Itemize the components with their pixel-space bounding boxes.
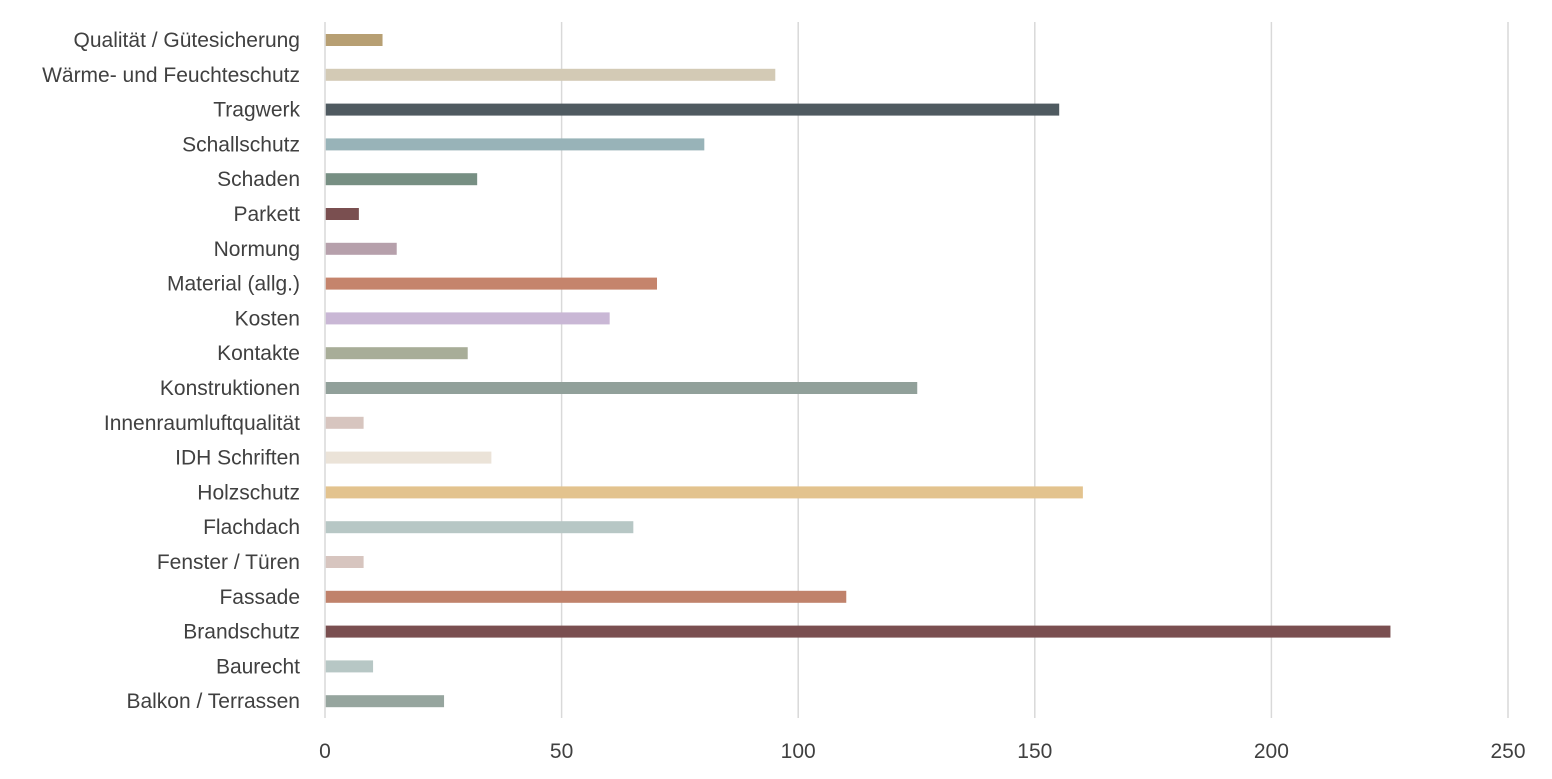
category-label: Schallschutz — [182, 133, 300, 156]
bar — [325, 695, 445, 708]
x-tick-label: 150 — [1017, 740, 1052, 763]
category-label: Qualität / Gütesicherung — [74, 29, 300, 52]
bar — [325, 451, 492, 464]
x-tick-label: 50 — [550, 740, 573, 763]
bars — [325, 34, 1391, 708]
bar — [325, 416, 364, 429]
bar — [325, 521, 634, 534]
category-label: Material (allg.) — [167, 273, 300, 296]
bar — [325, 312, 610, 325]
category-label: Brandschutz — [183, 621, 300, 644]
category-label: Normung — [214, 238, 300, 261]
x-tick-label: 100 — [781, 740, 816, 763]
category-label: Konstruktionen — [160, 377, 300, 400]
category-label: Parkett — [233, 203, 300, 226]
category-label: Kosten — [235, 307, 300, 330]
category-label: Balkon / Terrassen — [126, 690, 300, 713]
category-label: IDH Schriften — [175, 447, 300, 470]
category-label: Tragwerk — [213, 99, 300, 122]
bar — [325, 138, 705, 151]
bar — [325, 68, 776, 81]
bar — [325, 590, 847, 603]
category-label: Holzschutz — [197, 481, 300, 504]
category-label: Fassade — [219, 586, 300, 609]
bar — [325, 625, 1391, 638]
x-tick-label: 0 — [319, 740, 331, 763]
bar — [325, 486, 1083, 499]
category-label: Schaden — [217, 168, 300, 191]
category-label: Fenster / Türen — [157, 551, 300, 574]
category-label: Flachdach — [203, 516, 300, 539]
bar — [325, 242, 397, 255]
x-axis-tick-labels: 0 50 100 150 200 250 — [319, 740, 1525, 763]
category-labels: Qualität / Gütesicherung Wärme- und Feuch… — [42, 29, 300, 713]
bar — [325, 347, 468, 360]
bar — [325, 103, 1060, 116]
x-tick-label: 250 — [1490, 740, 1525, 763]
bar — [325, 34, 383, 46]
category-label: Innenraumluftqualität — [104, 412, 300, 435]
category-label: Baurecht — [216, 655, 300, 678]
bar — [325, 556, 364, 568]
bar — [325, 660, 374, 673]
bar — [325, 382, 918, 394]
bar — [325, 173, 478, 186]
bar — [325, 277, 657, 290]
gridlines — [324, 22, 1509, 718]
category-label: Wärme- und Feuchteschutz — [42, 64, 300, 87]
bar — [325, 208, 359, 220]
category-label: Kontakte — [217, 342, 300, 365]
x-tick-label: 200 — [1254, 740, 1289, 763]
